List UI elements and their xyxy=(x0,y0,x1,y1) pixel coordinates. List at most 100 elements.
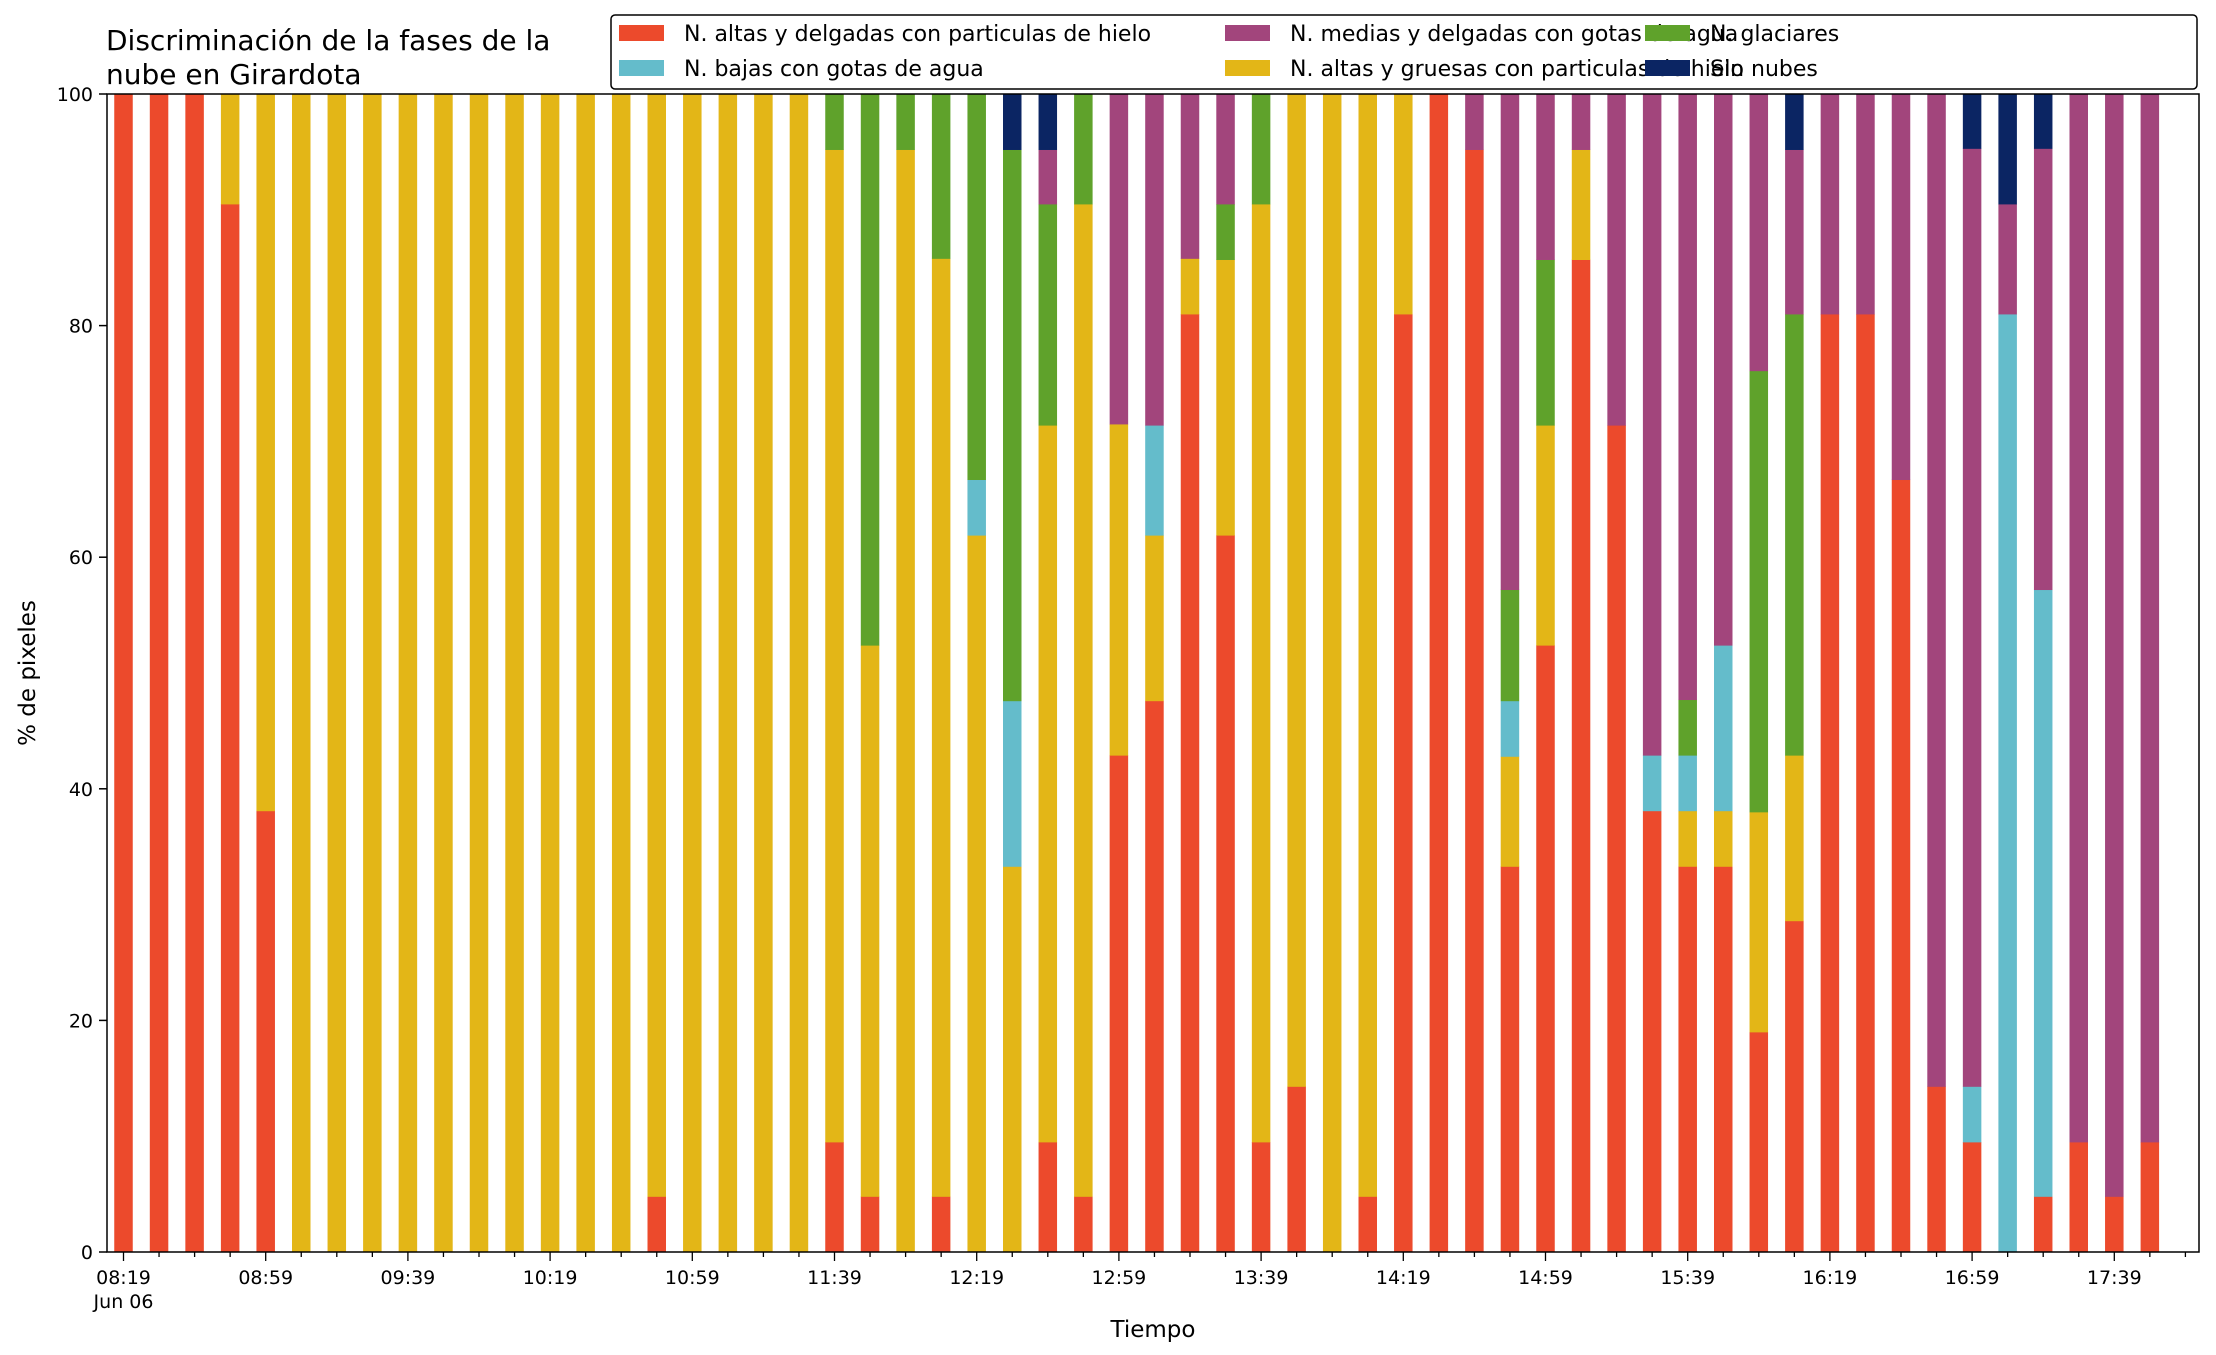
bar-43-series-0 xyxy=(1642,810,1662,1253)
bar-55-series-4 xyxy=(2069,94,2088,1143)
bar-39-series-1 xyxy=(1500,756,1520,867)
bar-36-series-0 xyxy=(1394,314,1413,1253)
bar-39-series-0 xyxy=(1500,866,1520,1253)
bar-11-series-1 xyxy=(505,94,524,1253)
x-tick-label-40: 14:59 xyxy=(1518,1267,1573,1289)
bar-38-series-4 xyxy=(1465,94,1484,150)
bar-23-series-1 xyxy=(931,258,951,1197)
bar-40-series-4 xyxy=(1536,94,1555,260)
x-tick-label-48: 16:19 xyxy=(1803,1267,1858,1289)
bar-49-series-0 xyxy=(1856,314,1875,1253)
bar-45-series-4 xyxy=(1714,94,1733,646)
bar-13-series-1 xyxy=(576,94,595,1253)
bar-21-series-0 xyxy=(860,1196,880,1253)
bar-51-series-0 xyxy=(1927,1086,1946,1253)
bar-44-series-0 xyxy=(1678,866,1697,1253)
bar-39-series-2 xyxy=(1500,700,1520,757)
bar-50-series-4 xyxy=(1891,94,1911,481)
y-axis: 0 20 40 60 80 100 xyxy=(57,84,107,1264)
bar-26-series-0 xyxy=(1038,1141,1058,1253)
bar-29-series-2 xyxy=(1145,425,1164,536)
bar-39-series-3 xyxy=(1500,589,1520,702)
bar-30-series-4 xyxy=(1180,94,1200,259)
bar-57-series-0 xyxy=(2140,1141,2160,1253)
bar-28-series-4 xyxy=(1109,94,1129,425)
bar-19-series-1 xyxy=(789,94,809,1253)
bar-24-series-2 xyxy=(967,479,986,536)
bar-16-series-1 xyxy=(683,94,702,1253)
bar-47-series-5 xyxy=(1785,94,1804,150)
y-axis-label: % de pixeles xyxy=(15,600,41,746)
bar-47-series-3 xyxy=(1785,314,1804,756)
bar-33-series-0 xyxy=(1287,1086,1306,1253)
bar-5-series-1 xyxy=(292,94,311,1253)
bar-26-series-5 xyxy=(1038,94,1058,150)
bar-42-series-4 xyxy=(1607,94,1626,426)
bar-37-series-0 xyxy=(1429,94,1449,1253)
bar-35-series-1 xyxy=(1358,94,1377,1197)
legend-swatch-0 xyxy=(619,25,664,41)
bar-27-series-0 xyxy=(1074,1196,1093,1253)
bar-29-series-4 xyxy=(1145,94,1164,426)
bar-1-series-0 xyxy=(149,94,169,1253)
legend-box xyxy=(610,14,2198,90)
legend-label-0: N. altas y delgadas con particulas de hi… xyxy=(684,22,1151,47)
bar-25-series-3 xyxy=(1003,149,1022,702)
bar-33-series-1 xyxy=(1287,94,1306,1087)
bar-44-series-2 xyxy=(1678,755,1697,812)
bar-24-series-1 xyxy=(967,535,986,1253)
bar-46-series-3 xyxy=(1749,370,1769,813)
bar-44-series-4 xyxy=(1678,94,1697,701)
bar-14-series-1 xyxy=(611,94,631,1253)
bar-9-series-1 xyxy=(434,94,453,1253)
bar-41-series-0 xyxy=(1571,259,1591,1253)
x-tick-label-0: 08:19 xyxy=(96,1267,151,1289)
bar-31-series-4 xyxy=(1216,94,1235,205)
y-tick-label-0: 0 xyxy=(81,1242,93,1264)
bar-47-series-0 xyxy=(1785,920,1804,1253)
bar-46-series-1 xyxy=(1749,811,1769,1033)
bar-52-series-2 xyxy=(1962,1086,1982,1143)
bar-31-series-1 xyxy=(1216,259,1235,536)
bar-25-series-1 xyxy=(1003,866,1022,1253)
x-tick-label-12: 10:19 xyxy=(523,1267,578,1289)
bar-41-series-1 xyxy=(1571,149,1591,260)
bar-47-series-4 xyxy=(1785,149,1804,315)
bar-32-series-0 xyxy=(1251,1141,1271,1253)
x-tick-sublabel-0: Jun 06 xyxy=(93,1291,154,1313)
bar-54-series-4 xyxy=(2033,148,2053,591)
x-tick-label-8: 09:39 xyxy=(381,1267,436,1289)
x-tick-label-32: 13:39 xyxy=(1234,1267,1289,1289)
bar-53-series-4 xyxy=(1998,204,2017,315)
bar-40-series-3 xyxy=(1536,259,1555,426)
bar-12-series-1 xyxy=(540,94,560,1253)
y-tick-label-40: 40 xyxy=(69,779,93,801)
bar-52-series-5 xyxy=(1962,94,1982,149)
bar-52-series-4 xyxy=(1962,148,1982,1087)
x-tick-label-20: 11:39 xyxy=(807,1267,862,1289)
legend-swatch-2 xyxy=(619,60,664,76)
bar-53-series-2 xyxy=(1998,314,2017,1253)
bar-3-series-1 xyxy=(220,94,240,205)
bar-18-series-1 xyxy=(754,94,773,1253)
bar-4-series-0 xyxy=(256,810,275,1253)
bar-25-series-2 xyxy=(1003,700,1022,867)
bar-57-series-4 xyxy=(2140,94,2160,1143)
bar-43-series-2 xyxy=(1642,755,1662,812)
bar-34-series-1 xyxy=(1322,94,1342,1253)
bar-15-series-0 xyxy=(647,1196,666,1253)
bar-3-series-0 xyxy=(220,204,240,1253)
bar-39-series-4 xyxy=(1500,94,1520,591)
bar-41-series-4 xyxy=(1571,94,1591,150)
bar-36-series-1 xyxy=(1394,94,1413,315)
chart-title-line-2: nube en Girardota xyxy=(106,58,361,91)
bar-23-series-0 xyxy=(931,1196,951,1253)
bar-44-series-1 xyxy=(1678,810,1697,867)
bar-52-series-0 xyxy=(1962,1141,1982,1253)
bar-28-series-1 xyxy=(1109,424,1129,756)
bar-45-series-1 xyxy=(1714,810,1733,867)
legend: N. altas y delgadas con particulas de hi… xyxy=(610,14,2198,90)
bar-7-series-1 xyxy=(363,94,382,1253)
